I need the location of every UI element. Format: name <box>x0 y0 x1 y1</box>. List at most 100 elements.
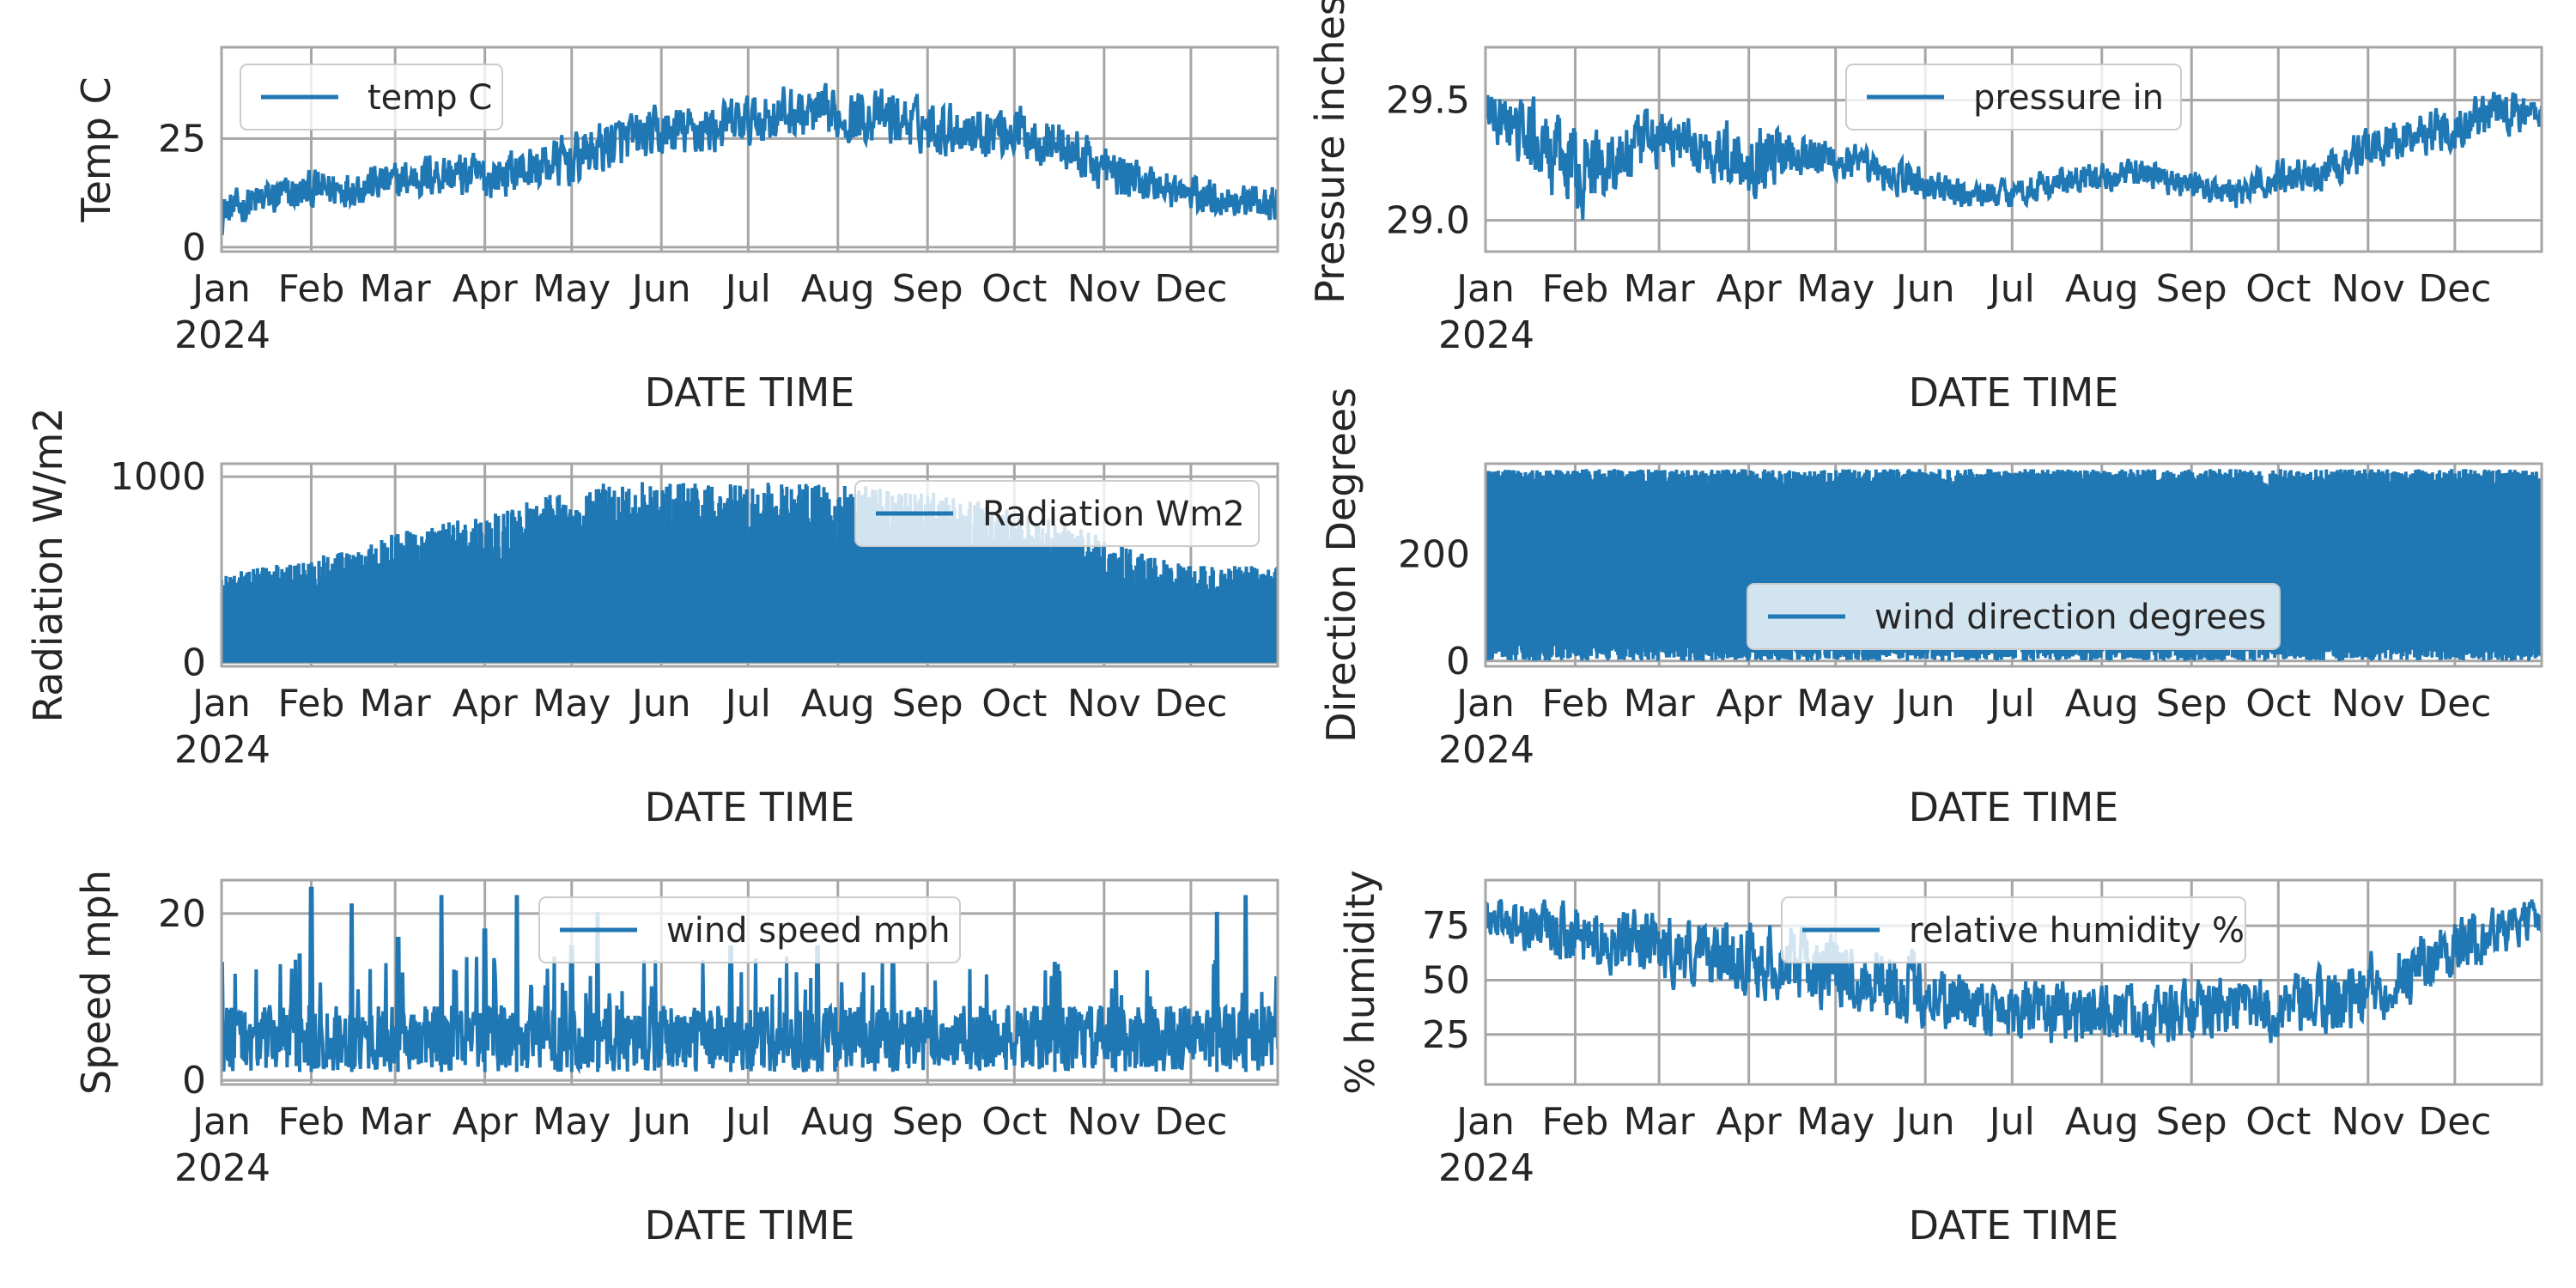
x-tick-label: Oct <box>981 267 1047 311</box>
y-tick-label: 0 <box>182 641 206 685</box>
x-tick-label: Feb <box>1542 267 1609 311</box>
x-tick-label: Sep <box>892 267 963 311</box>
x-tick-label: Apr <box>1716 1100 1783 1144</box>
x-tick-label: May <box>1796 682 1874 726</box>
legend-box <box>1845 64 2182 131</box>
y-axis-label: % humidity <box>1337 870 1383 1094</box>
x-axis-label: DATE TIME <box>645 1202 855 1249</box>
x-tick-label: Nov <box>1067 682 1141 726</box>
series-radiation-wm2 <box>222 482 1278 663</box>
x-tick-label: Mar <box>1624 267 1696 311</box>
y-tick-label: 0 <box>1446 640 1470 683</box>
x-tick-label: Oct <box>981 682 1047 726</box>
legend-label: relative humidity % <box>1909 911 2245 951</box>
x-tick-label: Jan <box>190 1100 251 1144</box>
legend: temp C <box>240 64 503 131</box>
x-axis-label: DATE TIME <box>645 369 855 416</box>
x-tick-label: Oct <box>2245 1100 2311 1144</box>
legend-label: pressure in <box>1973 78 2164 118</box>
x-tick-label: Jan <box>1454 682 1515 726</box>
x-tick-label: Apr <box>1716 267 1783 311</box>
x-tick-label: Feb <box>278 1100 345 1144</box>
x-tick-label: May <box>532 1100 611 1144</box>
data-line <box>222 482 1278 663</box>
y-axis-label: Temp C <box>73 76 119 222</box>
x-tick-label: May <box>1796 1100 1874 1144</box>
x-tick-label: Mar <box>1624 1100 1696 1144</box>
data-line <box>1485 469 2542 661</box>
y-tick-label: 0 <box>182 226 206 270</box>
x-axis-label: DATE TIME <box>1909 369 2119 416</box>
x-tick-year-label: 2024 <box>174 1146 270 1190</box>
x-tick-label: Jun <box>629 682 691 726</box>
x-tick-label: Nov <box>1067 1100 1141 1144</box>
x-tick-label: Jun <box>1893 267 1955 311</box>
series-pressure-in <box>1485 91 2542 221</box>
legend: pressure in <box>1845 64 2182 131</box>
legend-label: temp C <box>368 78 492 118</box>
x-tick-label: Jan <box>1454 267 1515 311</box>
x-tick-label: Jul <box>1987 682 2035 726</box>
x-tick-label: Feb <box>278 682 345 726</box>
x-tick-label: Jul <box>1987 267 2035 311</box>
x-tick-label: Apr <box>453 682 519 726</box>
x-tick-label: Jun <box>629 1100 691 1144</box>
x-tick-label: Aug <box>801 267 875 311</box>
y-tick-label: 25 <box>1422 1013 1470 1057</box>
legend: wind direction degrees <box>1747 583 2281 650</box>
y-tick-label: 1000 <box>110 455 206 499</box>
y-axis-label: Speed mph <box>73 870 119 1095</box>
axes-frame <box>220 46 1279 253</box>
x-tick-label: May <box>532 267 611 311</box>
x-tick-label: Oct <box>981 1100 1047 1144</box>
data-line <box>222 886 1278 1075</box>
x-tick-year-label: 2024 <box>1438 728 1534 772</box>
x-tick-label: Nov <box>2331 1100 2405 1144</box>
x-tick-label: Jan <box>190 267 251 311</box>
y-tick-label: 20 <box>158 892 206 936</box>
legend: Radiation Wm2 <box>854 480 1260 547</box>
x-tick-label: Apr <box>453 1100 519 1144</box>
axes-frame <box>1484 462 2543 668</box>
x-tick-label: Nov <box>1067 267 1141 311</box>
y-tick-label: 29.0 <box>1386 199 1470 243</box>
x-tick-label: Jul <box>723 1100 771 1144</box>
y-tick-label: 200 <box>1398 533 1470 577</box>
x-tick-label: Dec <box>2418 267 2491 311</box>
x-tick-label: Dec <box>2418 682 2491 726</box>
y-tick-label: 0 <box>182 1059 206 1103</box>
x-tick-label: Jun <box>1893 682 1955 726</box>
series-temp-c <box>222 82 1278 235</box>
series-wind-speed-mph <box>222 886 1278 1075</box>
legend-box <box>1781 896 2246 963</box>
x-tick-label: Apr <box>1716 682 1783 726</box>
legend-box <box>538 896 961 963</box>
x-tick-label: Aug <box>2065 682 2139 726</box>
x-tick-label: Sep <box>892 1100 963 1144</box>
x-tick-label: Oct <box>2245 267 2311 311</box>
data-line <box>1485 899 2542 1049</box>
legend-label: Radiation Wm2 <box>982 495 1245 534</box>
y-tick-label: 75 <box>1422 904 1470 948</box>
x-tick-label: Mar <box>360 267 432 311</box>
y-tick-label: 25 <box>158 117 206 161</box>
y-tick-label: 50 <box>1422 958 1470 1002</box>
x-axis-label: DATE TIME <box>1909 1202 2119 1249</box>
axes-frame <box>1484 46 2543 253</box>
x-tick-label: Jun <box>1893 1100 1955 1144</box>
x-tick-year-label: 2024 <box>174 313 270 357</box>
y-axis-label: Pressure inches <box>1307 0 1353 304</box>
x-tick-label: Mar <box>1624 682 1696 726</box>
x-axis-label: DATE TIME <box>645 784 855 830</box>
x-tick-label: Mar <box>360 1100 432 1144</box>
x-tick-label: Jan <box>190 682 251 726</box>
x-tick-label: Sep <box>2156 682 2227 726</box>
x-tick-label: Dec <box>1154 1100 1227 1144</box>
x-tick-label: Jul <box>723 682 771 726</box>
x-tick-label: Apr <box>453 267 519 311</box>
